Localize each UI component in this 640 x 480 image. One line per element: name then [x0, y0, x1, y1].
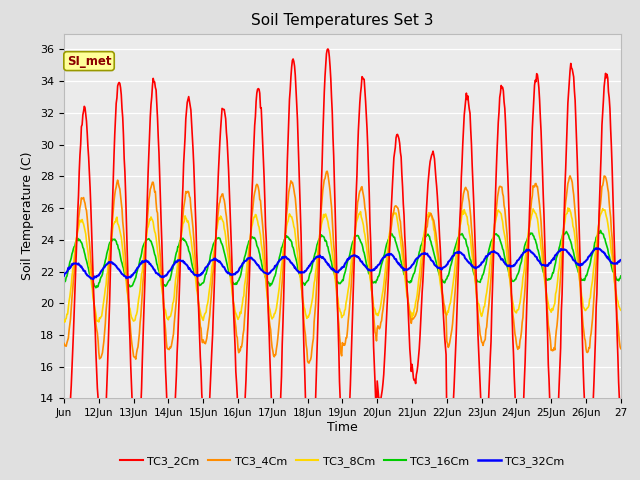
TC3_16Cm	[531, 236, 538, 242]
Line: TC3_4Cm: TC3_4Cm	[64, 171, 621, 363]
TC3_32Cm	[514, 257, 522, 263]
TC3_2Cm	[60, 405, 68, 411]
TC3_32Cm	[89, 276, 97, 282]
TC3_4Cm	[60, 340, 68, 346]
TC3_32Cm	[461, 255, 468, 261]
TC3_2Cm	[617, 421, 625, 427]
TC3_2Cm	[324, 46, 332, 52]
TC3_8Cm	[531, 209, 538, 215]
TC3_8Cm	[60, 317, 68, 323]
TC3_4Cm	[323, 168, 331, 174]
Title: Soil Temperatures Set 3: Soil Temperatures Set 3	[251, 13, 434, 28]
TC3_8Cm	[184, 219, 191, 225]
TC3_16Cm	[596, 228, 604, 233]
TC3_8Cm	[514, 307, 522, 313]
TC3_32Cm	[617, 257, 625, 263]
Text: SI_met: SI_met	[67, 55, 111, 68]
Line: TC3_8Cm: TC3_8Cm	[64, 208, 621, 322]
TC3_2Cm	[462, 99, 470, 105]
X-axis label: Time: Time	[327, 421, 358, 434]
TC3_8Cm	[461, 209, 468, 215]
TC3_4Cm	[617, 346, 625, 351]
TC3_4Cm	[182, 190, 190, 196]
TC3_16Cm	[461, 236, 468, 242]
TC3_8Cm	[564, 205, 572, 211]
TC3_2Cm	[515, 447, 522, 453]
TC3_4Cm	[531, 181, 539, 187]
TC3_32Cm	[592, 245, 600, 251]
TC3_16Cm	[514, 271, 522, 277]
TC3_16Cm	[617, 273, 625, 279]
TC3_16Cm	[60, 281, 68, 287]
TC3_16Cm	[69, 249, 77, 255]
Line: TC3_32Cm: TC3_32Cm	[64, 248, 621, 279]
TC3_2Cm	[531, 77, 539, 83]
TC3_4Cm	[305, 360, 313, 366]
TC3_8Cm	[70, 262, 77, 267]
TC3_8Cm	[617, 307, 625, 313]
Line: TC3_2Cm: TC3_2Cm	[64, 49, 621, 480]
TC3_32Cm	[137, 261, 145, 266]
TC3_32Cm	[69, 262, 77, 267]
TC3_4Cm	[136, 320, 144, 325]
TC3_2Cm	[182, 108, 190, 114]
TC3_16Cm	[92, 285, 100, 291]
Line: TC3_16Cm: TC3_16Cm	[64, 230, 621, 288]
TC3_16Cm	[137, 254, 145, 260]
Y-axis label: Soil Temperature (C): Soil Temperature (C)	[22, 152, 35, 280]
TC3_16Cm	[184, 243, 191, 249]
TC3_32Cm	[60, 273, 68, 278]
TC3_8Cm	[61, 319, 68, 325]
TC3_4Cm	[69, 287, 77, 293]
TC3_32Cm	[531, 252, 538, 258]
Legend: TC3_2Cm, TC3_4Cm, TC3_8Cm, TC3_16Cm, TC3_32Cm: TC3_2Cm, TC3_4Cm, TC3_8Cm, TC3_16Cm, TC3…	[116, 451, 569, 471]
TC3_2Cm	[69, 348, 77, 354]
TC3_4Cm	[462, 184, 470, 190]
TC3_8Cm	[137, 279, 145, 285]
TC3_4Cm	[515, 344, 522, 350]
TC3_2Cm	[136, 414, 144, 420]
TC3_32Cm	[184, 263, 191, 268]
